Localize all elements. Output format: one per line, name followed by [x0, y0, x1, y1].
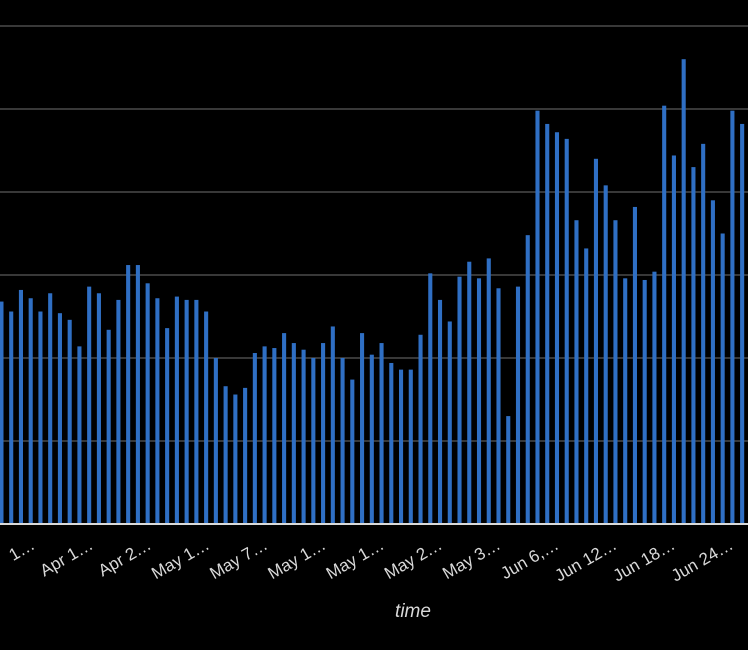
bar-14 — [135, 265, 140, 524]
bar-46 — [447, 321, 452, 524]
bar-28 — [272, 348, 277, 524]
bar-25 — [243, 387, 248, 524]
bar-48 — [467, 261, 472, 524]
bar-50 — [486, 258, 491, 524]
bar-58 — [564, 138, 569, 524]
x-tick-label-8: May 3… — [439, 535, 503, 583]
x-tick-label-11: Jun 18… — [610, 535, 678, 585]
bar-64 — [623, 278, 628, 524]
bar-51 — [496, 288, 501, 524]
bar-6 — [57, 313, 62, 524]
bar-0 — [0, 301, 4, 524]
bar-73 — [710, 200, 715, 525]
bar-23 — [223, 386, 228, 524]
bar-74 — [720, 233, 725, 524]
bar-24 — [233, 394, 238, 524]
x-tick-label-3: May 1… — [148, 535, 212, 583]
bar-52 — [506, 416, 511, 524]
bar-62 — [603, 185, 608, 525]
bar-69 — [671, 155, 676, 525]
bar-5 — [48, 293, 53, 524]
bar-37 — [360, 333, 365, 524]
bar-68 — [662, 105, 667, 525]
bars — [0, 59, 745, 525]
bar-34 — [330, 326, 335, 524]
bar-54 — [525, 235, 530, 524]
x-tick-label-6: May 1… — [323, 535, 387, 583]
bar-43 — [418, 334, 423, 524]
bar-41 — [398, 369, 404, 524]
bar-57 — [554, 132, 560, 525]
bar-44 — [428, 273, 433, 524]
bar-63 — [613, 220, 618, 524]
bar-56 — [545, 123, 550, 524]
x-tick-label-4: May 7… — [206, 535, 270, 583]
bar-1 — [9, 311, 14, 524]
x-tick-label-9: Jun 6,… — [497, 535, 561, 583]
bar-7 — [67, 319, 72, 524]
x-tick-label-5: May 1… — [265, 535, 329, 583]
bar-67 — [652, 271, 657, 524]
bar-38 — [369, 354, 374, 524]
bar-39 — [379, 343, 384, 524]
bar-4 — [38, 311, 43, 524]
x-axis-title: time — [395, 601, 431, 622]
bar-8 — [77, 346, 82, 524]
bar-36 — [350, 379, 355, 524]
bar-11 — [106, 329, 111, 524]
bar-35 — [340, 358, 345, 524]
bar-19 — [184, 299, 189, 524]
bar-2 — [18, 289, 24, 524]
bar-32 — [311, 358, 316, 524]
bar-15 — [145, 283, 150, 524]
bar-55 — [535, 110, 540, 524]
bar-70 — [681, 59, 686, 524]
bar-27 — [262, 346, 267, 524]
x-tick-label-2: Apr 2… — [95, 535, 154, 580]
bar-66 — [642, 279, 647, 524]
bar-76 — [740, 123, 745, 524]
bar-60 — [584, 248, 589, 524]
bar-45 — [437, 299, 443, 524]
bar-13 — [126, 265, 131, 524]
bar-53 — [515, 286, 521, 524]
x-tick-label-7: May 2… — [381, 535, 445, 583]
x-tick-label-0: 1… — [6, 535, 38, 565]
bar-9 — [87, 286, 92, 524]
bar-31 — [301, 349, 306, 524]
bar-42 — [408, 369, 413, 524]
bar-30 — [291, 343, 296, 524]
bar-65 — [632, 206, 637, 524]
bar-16 — [155, 298, 160, 524]
bar-20 — [194, 299, 199, 524]
bar-71 — [691, 167, 696, 524]
bar-17 — [165, 328, 170, 524]
bar-26 — [252, 353, 257, 524]
x-tick-label-1: Apr 1… — [37, 535, 96, 580]
bar-3 — [28, 298, 33, 524]
bar-61 — [593, 158, 599, 525]
bar-29 — [282, 333, 287, 524]
bar-22 — [213, 358, 218, 524]
bar-21 — [204, 311, 209, 524]
bar-40 — [389, 362, 394, 524]
x-tick-label-10: Jun 12… — [552, 535, 620, 585]
bar-59 — [574, 220, 579, 524]
bar-33 — [321, 343, 326, 524]
bar-18 — [174, 296, 179, 524]
x-tick-labels: 1…Apr 1…Apr 2…May 1…May 7…May 1…May 1…Ma… — [6, 535, 737, 585]
bar-75 — [730, 110, 735, 524]
bar-72 — [701, 143, 706, 525]
bar-10 — [96, 293, 101, 524]
x-tick-label-12: Jun 24… — [668, 535, 736, 585]
bar-12 — [116, 299, 121, 524]
bar-47 — [457, 276, 462, 524]
bar-49 — [476, 278, 482, 524]
